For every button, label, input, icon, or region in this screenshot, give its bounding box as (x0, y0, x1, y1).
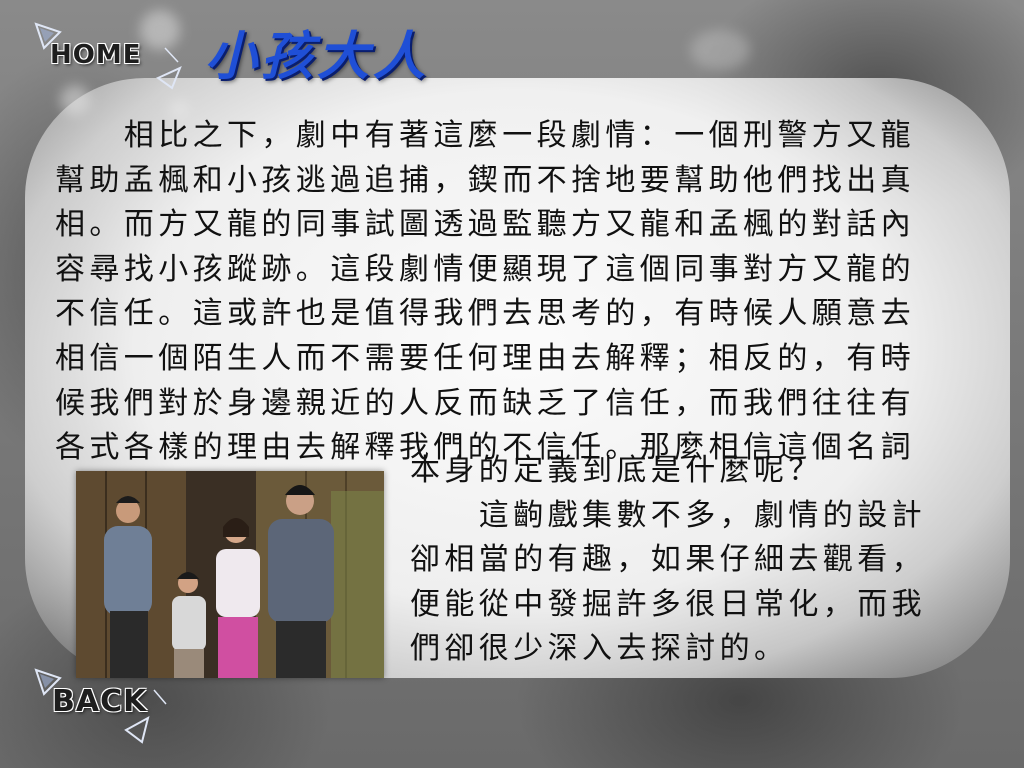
arrow-triangle-icon (34, 668, 167, 744)
article-paragraph-1: 相比之下，劇中有著這麼一段劇情：一個刑警方又龍 幫助孟楓和小孩逃過追捕，鍥而不捨… (55, 118, 915, 466)
home-button[interactable]: HOME (50, 40, 142, 70)
drama-still-photo (76, 471, 384, 678)
article-paragraph-2: 本身的定義到底是什麼呢？ 這齣戲集數不多，劇情的設計 卻相當的有趣，如果仔細去觀… (410, 453, 926, 667)
home-button-label: HOME (50, 40, 142, 70)
back-button[interactable]: BACK (52, 684, 147, 719)
arrow-triangle-icon (34, 22, 182, 90)
page-title: 小孩大人 (205, 26, 430, 87)
back-button-label: BACK (52, 684, 148, 719)
